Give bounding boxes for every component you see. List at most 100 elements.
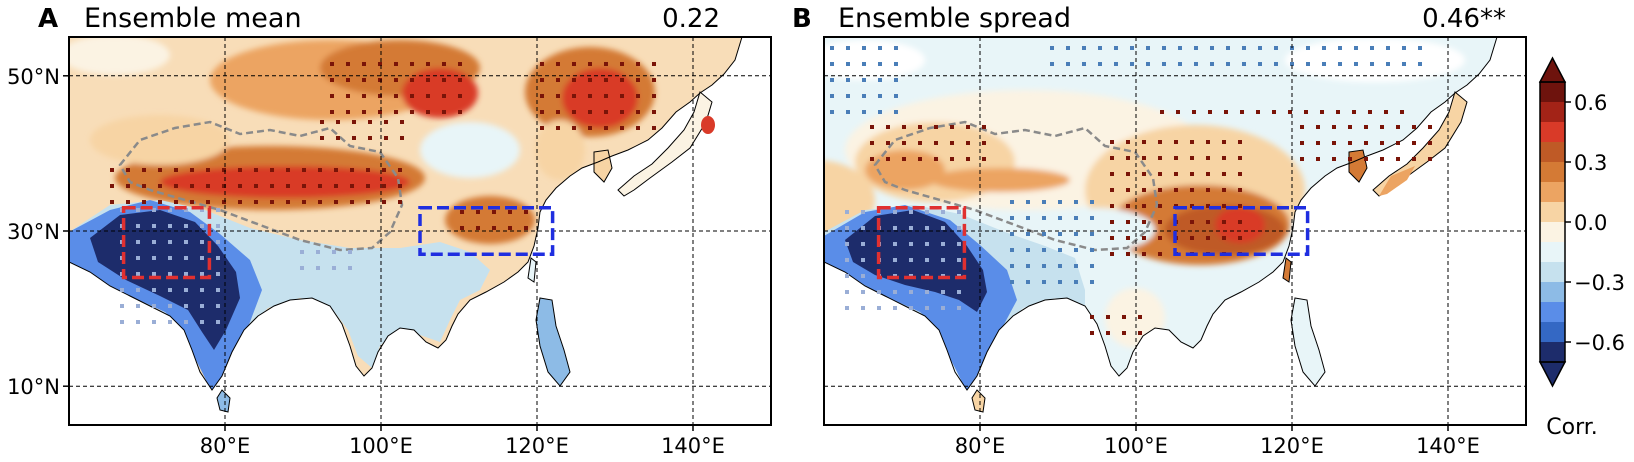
stipple-dot [1364,157,1368,161]
stipple-dot [572,78,576,82]
panel-b-japan-south [1379,166,1415,196]
stipple-dot [1010,264,1014,268]
colorbar-swatch [1540,162,1565,183]
stipple-dot [862,94,866,98]
stipple-dot [588,94,592,98]
stipple-dot [1238,236,1242,240]
stipple-dot [861,274,865,278]
stipple-dot [620,94,624,98]
stipple-dot [909,210,913,214]
stipple-dot [652,78,656,82]
stipple-dot [1428,125,1432,129]
stipple-dot [1380,157,1384,161]
stipple-dot [1146,62,1150,66]
stipple-dot [604,126,608,130]
stipple-dot [352,136,356,140]
stipple-dot [184,320,188,324]
stipple-dot [957,258,961,262]
stipple-dot [941,226,945,230]
stipple-dot [136,240,140,244]
stipple-dot [556,126,560,130]
stipple-dot [270,200,274,204]
lon-tick-label: 80°E [955,434,1006,458]
stipple-dot [362,110,366,114]
stipple-dot [222,168,226,172]
stipple-dot [572,126,576,130]
stipple-dot [1058,200,1062,204]
stipple-dot [652,94,656,98]
stipple-dot [1074,216,1078,220]
stipple-dot [1110,156,1114,160]
stipple-dot [588,62,592,66]
stipple-dot [1106,315,1110,319]
stipple-dot [941,242,945,246]
stipple-dot [1384,110,1388,114]
stipple-dot [1142,172,1146,176]
stipple-dot [216,288,220,292]
stipple-dot [966,141,970,145]
stipple-dot [1222,140,1226,144]
stipple-dot [1122,315,1126,319]
panel-a: A Ensemble mean 0.22 [7,3,772,458]
stipple-dot [1042,248,1046,252]
stipple-dot [1026,232,1030,236]
stipple-dot [1226,46,1230,50]
stipple-dot [136,304,140,308]
stipple-dot [1162,62,1166,66]
colorbar-swatch [1540,342,1565,363]
stipple-dot [1058,216,1062,220]
stipple-dot [1158,220,1162,224]
stipple-dot [1370,62,1374,66]
stipple-dot [136,224,140,228]
stipple-dot [382,200,386,204]
stipple-dot [1158,140,1162,144]
stipple-dot [410,110,414,114]
stipple-dot [877,290,881,294]
stipple-dot [492,226,496,230]
stipple-dot [1110,140,1114,144]
stipple-dot [120,288,124,292]
stipple-dot [902,141,906,145]
stipple-dot [270,184,274,188]
stipple-dot [540,62,544,66]
stipple-dot [1074,232,1078,236]
stipple-dot [332,266,336,270]
stipple-dot [1058,248,1062,252]
stipple-dot [1352,110,1356,114]
stipple-dot [556,94,560,98]
stipple-dot [636,94,640,98]
stipple-dot [1126,188,1130,192]
stipple-dot [136,272,140,276]
stipple-dot [1090,264,1094,268]
stipple-dot [862,62,866,66]
stipple-dot [216,272,220,276]
stipple-dot [184,208,188,212]
stipple-dot [476,210,480,214]
stipple-dot [950,141,954,145]
stipple-dot [1192,110,1196,114]
stipple-dot [378,110,382,114]
stipple-dot [941,306,945,310]
stipple-dot [1238,140,1242,144]
stipple-dot [1336,110,1340,114]
stipple-dot [152,304,156,308]
stipple-dot [190,168,194,172]
stipple-dot [286,168,290,172]
stipple-dot [168,304,172,308]
stipple-dot [410,78,414,82]
stipple-dot [126,184,130,188]
stipple-dot [1110,236,1114,240]
stipple-dot [1126,156,1130,160]
stipple-dot [320,136,324,140]
stipple-dot [1142,156,1146,160]
stipple-dot [1226,62,1230,66]
panel-a-axis-ticks: 80°E 100°E 120°E 140°E 50°N 30°N 10°N [7,65,725,458]
stipple-dot [1338,62,1342,66]
stipple-dot [1058,232,1062,236]
stipple-dot [1010,248,1014,252]
stipple-dot [846,110,850,114]
colorbar-swatch [1540,262,1565,283]
panel-b: B Ensemble spread 0.46** [792,3,1527,458]
stipple-dot [620,126,624,130]
